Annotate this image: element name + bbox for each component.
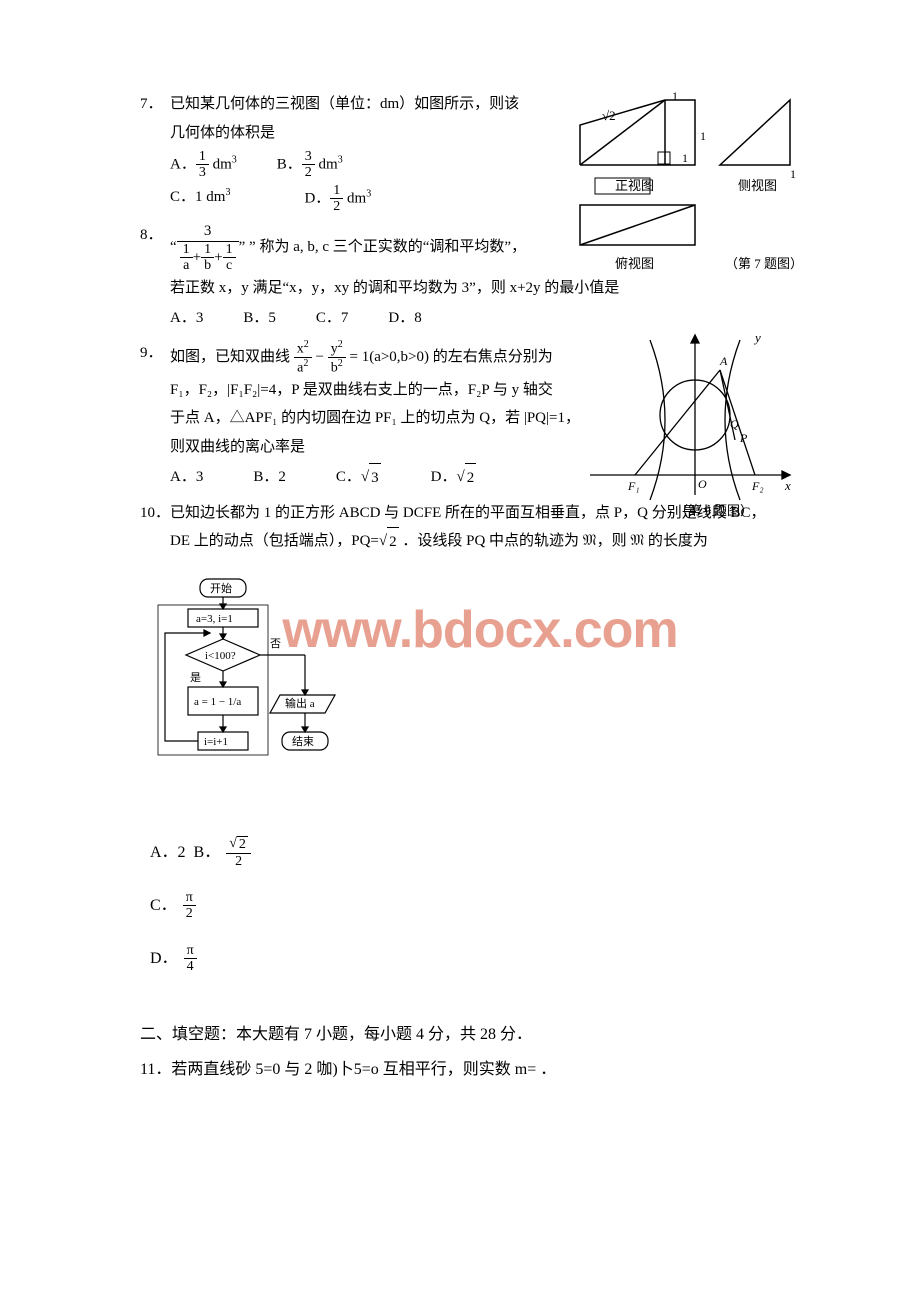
svg-text:a=3, i=1: a=3, i=1 bbox=[196, 613, 233, 625]
svg-text:A: A bbox=[719, 354, 728, 368]
figure-q7: 1 √2 1 1 1 正视图 侧视图 俯视图 （第 7 题图） bbox=[570, 90, 800, 290]
svg-text:否: 否 bbox=[270, 638, 281, 650]
svg-text:y: y bbox=[753, 330, 761, 345]
svg-text:结束: 结束 bbox=[292, 735, 314, 748]
figure9-caption: （第 9 题图） bbox=[675, 503, 753, 518]
q7-number: 7． bbox=[140, 90, 170, 119]
svg-text:1: 1 bbox=[700, 129, 706, 143]
q9-line1: 如图，已知双曲线 x2a2 − y2b2 = 1(a>0,b>0) 的左右焦点分… bbox=[170, 339, 580, 376]
q7-opt-c: C．1 dm3 bbox=[170, 183, 230, 215]
svg-text:F₂: F₂ bbox=[751, 479, 764, 493]
q9-line3: 于点 A，△APF₁ 的内切圆在边 PF₁ 上的切点为 Q，若 |PQ|=1， bbox=[170, 404, 580, 433]
q9-opt-a: A．3 bbox=[170, 463, 203, 493]
q8-opt-a: A．3 bbox=[170, 304, 203, 333]
q10-line2: DE 上的动点（包括端点），PQ=2 ．设线段 PQ 中点的轨迹为 𝔐，则 𝔐 … bbox=[170, 527, 780, 557]
flowchart: 开始 a=3, i=1 i<100? 是 否 a = 1 − 1/a i=i+1 bbox=[150, 577, 330, 817]
q9-opt-c: C．3 bbox=[336, 463, 381, 493]
q10-opt-ab: A．2 B． 22 bbox=[150, 835, 780, 870]
svg-text:1: 1 bbox=[682, 151, 688, 165]
q8-opt-d: D．8 bbox=[388, 304, 421, 333]
q9-line4: 则双曲线的离心率是 bbox=[170, 433, 580, 462]
section-2: 二、填空题：本大题有 7 小题，每小题 4 分，共 28 分． 11．若两直线砂… bbox=[140, 1017, 780, 1087]
svg-text:输出 a: 输出 a bbox=[285, 696, 315, 710]
q9-opt-b: B．2 bbox=[253, 463, 286, 493]
q10-opt-d: D． π4 bbox=[150, 941, 780, 976]
svg-text:是: 是 bbox=[190, 671, 201, 684]
svg-text:i=i+1: i=i+1 bbox=[204, 736, 228, 748]
q9-line2: F₁，F₂，|F₁F₂|=4，P 是双曲线右支上的一点，F₂P 与 y 轴交 bbox=[170, 376, 580, 405]
svg-text:开始: 开始 bbox=[210, 581, 232, 595]
q7-opt-a: A．13 dm3 bbox=[170, 149, 237, 181]
svg-text:O: O bbox=[698, 477, 707, 491]
svg-text:1: 1 bbox=[672, 90, 678, 103]
svg-text:x: x bbox=[784, 478, 791, 493]
q8-opt-b: B．5 bbox=[243, 304, 276, 333]
svg-text:Q: Q bbox=[730, 417, 739, 431]
q7-opt-d: D．12 dm3 bbox=[304, 183, 371, 215]
svg-text:1: 1 bbox=[790, 167, 796, 181]
top-view-label: 俯视图 bbox=[615, 256, 654, 271]
svg-text:a = 1 − 1/a: a = 1 − 1/a bbox=[194, 696, 241, 708]
q9-opt-d: D．2 bbox=[431, 463, 477, 493]
svg-text:√2: √2 bbox=[602, 108, 616, 123]
section2-heading: 二、填空题：本大题有 7 小题，每小题 4 分，共 28 分． bbox=[140, 1017, 780, 1052]
q8-opt-c: C．7 bbox=[316, 304, 349, 333]
svg-text:i<100?: i<100? bbox=[205, 650, 236, 662]
q10-opt-c: C． π2 bbox=[150, 888, 780, 923]
q10-number: 10． bbox=[140, 499, 170, 528]
q8-number: 8． bbox=[140, 221, 170, 250]
q7-opt-b: B．32 dm3 bbox=[277, 149, 343, 181]
side-view-label: 侧视图 bbox=[738, 178, 777, 193]
figure-q9: y x O F₁ F₂ A P Q （第 9 题图） bbox=[580, 330, 800, 530]
svg-text:F₁: F₁ bbox=[627, 479, 640, 493]
question-11: 11．若两直线砂 5=0 与 2 咖)卜5=o 互相平行，则实数 m= ． bbox=[140, 1052, 780, 1087]
q9-number: 9． bbox=[140, 339, 170, 368]
q10-options: A．2 B． 22 C． π2 D． π4 bbox=[150, 835, 780, 977]
svg-text:P: P bbox=[739, 431, 748, 445]
exam-page: 1 √2 1 1 1 正视图 侧视图 俯视图 （第 7 题图） bbox=[0, 0, 920, 1127]
front-view-label: 正视图 bbox=[615, 178, 654, 193]
figure7-caption: （第 7 题图） bbox=[725, 256, 800, 271]
